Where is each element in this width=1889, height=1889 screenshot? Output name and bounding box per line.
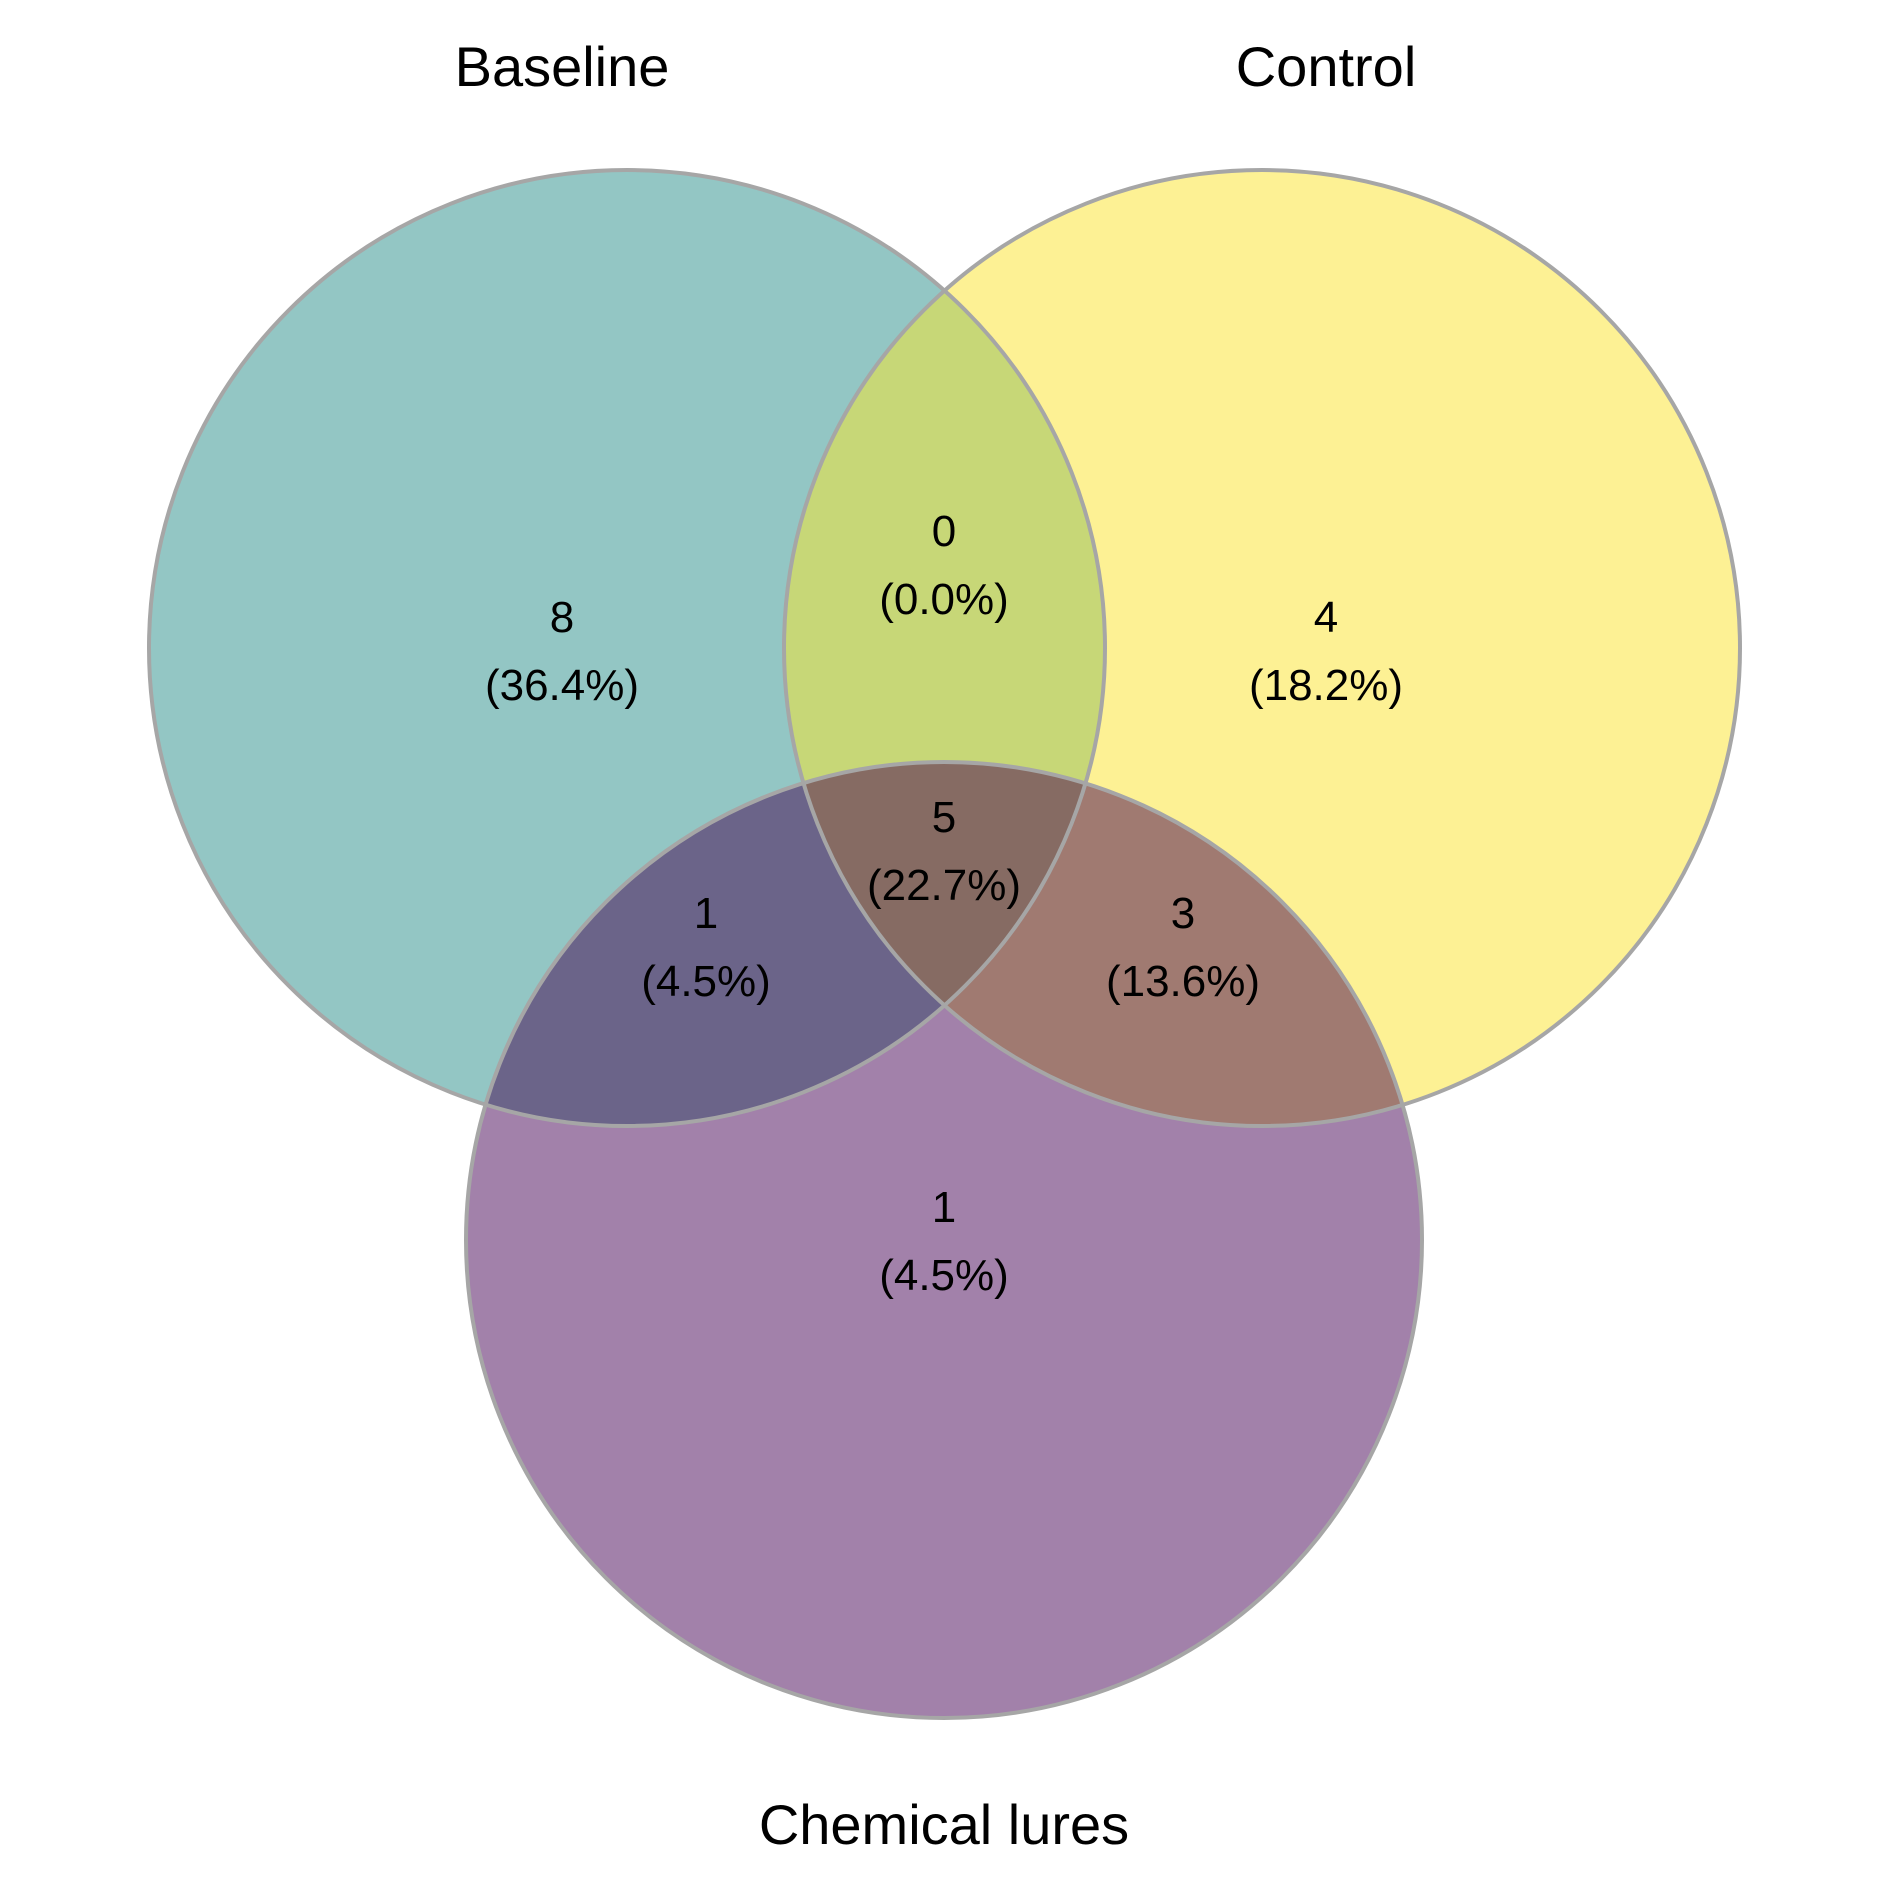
count-all-three: 5 [932,793,956,842]
control-circle-outline [782,168,1742,1128]
percent-chemical-lures-only: (4.5%) [879,1251,1009,1300]
percent-control-chemical-lures: (13.6%) [1106,957,1260,1006]
region-control-chemical-lures [784,762,1422,1126]
set-title-chemical-lures: Chemical lures [759,1793,1129,1856]
count-baseline-chemical-lures: 1 [694,889,718,938]
percent-baseline-chemical-lures: (4.5%) [641,957,771,1006]
percent-control-only: (18.2%) [1249,661,1403,710]
region-baseline-chemical-lures [466,762,1105,1126]
count-baseline-only: 8 [550,593,574,642]
percent-baseline-control: (0.0%) [879,575,1009,624]
count-control-chemical-lures: 3 [1171,889,1195,938]
set-title-control: Control [1236,35,1417,98]
count-baseline-control: 0 [932,507,956,556]
count-chemical-lures-only: 1 [932,1183,956,1232]
chemical-lures-circle-outline [464,760,1424,1720]
percent-all-three: (22.7%) [867,861,1021,910]
count-control-only: 4 [1314,593,1338,642]
set-title-baseline: Baseline [455,35,670,98]
percent-baseline-only: (36.4%) [485,661,639,710]
baseline-circle-outline [147,168,1107,1128]
